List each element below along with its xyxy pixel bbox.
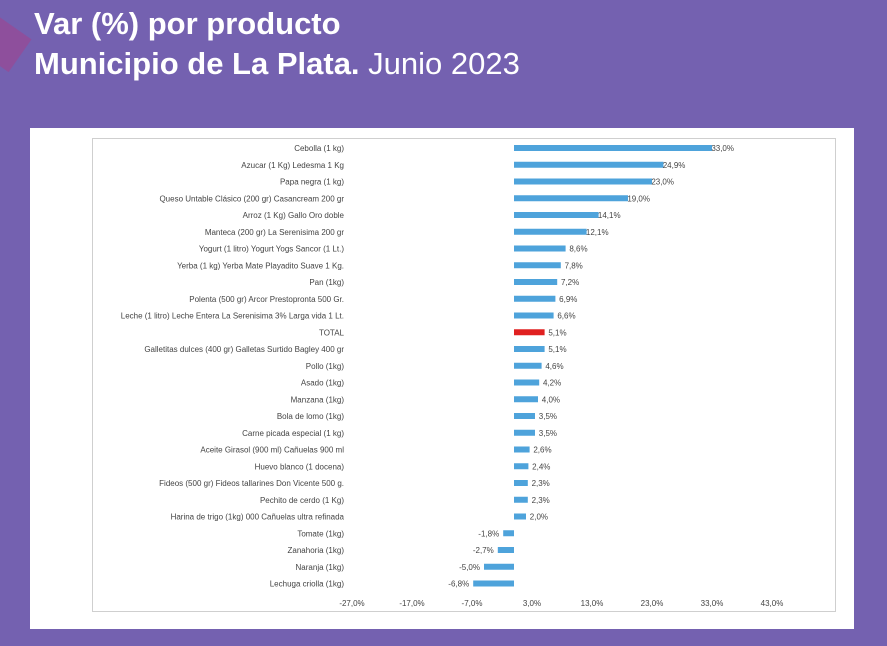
category-label: Leche (1 litro) Leche Entera La Serenisi… bbox=[121, 312, 344, 321]
value-label: 6,9% bbox=[559, 295, 577, 304]
category-label: Cebolla (1 kg) bbox=[294, 144, 344, 153]
value-label: -1,8% bbox=[478, 529, 499, 538]
category-label: Carne picada especial (1 kg) bbox=[242, 429, 344, 438]
category-label: Asado (1kg) bbox=[301, 379, 344, 388]
x-tick-label: 43,0% bbox=[761, 599, 784, 608]
plot-frame bbox=[92, 138, 836, 612]
bar bbox=[503, 530, 514, 537]
x-tick-label: 13,0% bbox=[581, 599, 604, 608]
bar bbox=[514, 279, 558, 285]
title-line-2: Municipio de La Plata. Junio 2023 bbox=[34, 44, 520, 84]
bar bbox=[514, 362, 542, 369]
value-label: 4,0% bbox=[542, 395, 560, 404]
category-label: TOTAL bbox=[319, 328, 345, 337]
value-label: 14,1% bbox=[598, 211, 621, 220]
bar bbox=[514, 463, 529, 470]
category-label: Arroz (1 Kg) Gallo Oro doble bbox=[243, 211, 345, 220]
bar bbox=[497, 547, 514, 553]
value-label: 5,1% bbox=[548, 345, 566, 354]
title-period: Junio 2023 bbox=[368, 46, 520, 81]
title-municipality: Municipio de La Plata. bbox=[34, 46, 360, 81]
bar bbox=[514, 346, 545, 352]
bar bbox=[514, 480, 528, 486]
bar bbox=[514, 228, 587, 235]
value-label: 2,0% bbox=[530, 513, 548, 522]
bar bbox=[514, 513, 526, 520]
category-label: Manzana (1kg) bbox=[291, 395, 345, 404]
bar bbox=[514, 379, 540, 386]
value-label: 4,6% bbox=[545, 362, 563, 371]
bar bbox=[514, 178, 652, 185]
value-label: 2,4% bbox=[532, 462, 550, 471]
value-label: 7,8% bbox=[565, 261, 583, 270]
category-label: Huevo blanco (1 docena) bbox=[255, 462, 345, 471]
x-tick-label: 3,0% bbox=[523, 599, 541, 608]
category-label: Tomate (1kg) bbox=[297, 529, 344, 538]
x-tick-label: -27,0% bbox=[339, 599, 364, 608]
category-label: Fideos (500 gr) Fideos tallarines Don Vi… bbox=[159, 479, 344, 488]
category-label: Pan (1kg) bbox=[309, 278, 344, 287]
bar bbox=[514, 262, 561, 269]
chart-card: Cebolla (1 kg) 33,0% Azucar (1 Kg) Ledesma… bbox=[30, 128, 854, 629]
category-label: Lechuga criolla (1kg) bbox=[270, 580, 345, 589]
category-label: Yogurt (1 litro) Yogurt Yogs Sancor (1 L… bbox=[199, 245, 344, 254]
category-label: Galletitas dulces (400 gr) Galletas Surt… bbox=[144, 345, 344, 354]
value-label: 33,0% bbox=[711, 144, 734, 153]
value-label: 8,6% bbox=[569, 245, 587, 254]
bar bbox=[514, 195, 628, 202]
value-label: 6,6% bbox=[557, 312, 575, 321]
category-label: Pollo (1kg) bbox=[306, 362, 345, 371]
bar bbox=[514, 312, 554, 319]
bar bbox=[514, 295, 556, 302]
category-label: Azucar (1 Kg) Ledesma 1 Kg bbox=[241, 161, 344, 170]
value-label: 3,5% bbox=[539, 412, 557, 421]
category-label: Bola de lomo (1kg) bbox=[277, 412, 344, 421]
bar bbox=[514, 429, 535, 436]
value-label: 5,1% bbox=[548, 328, 566, 337]
category-label: Harina de trigo (1kg) 000 Cañuelas ultra… bbox=[171, 513, 345, 522]
title-line-1: Var (%) por producto bbox=[34, 6, 341, 41]
bar bbox=[514, 245, 566, 252]
bar bbox=[514, 396, 538, 403]
category-label: Zanahoria (1kg) bbox=[288, 546, 345, 555]
bar bbox=[514, 145, 712, 151]
category-label: Pechito de cerdo (1 Kg) bbox=[260, 496, 344, 505]
category-label: Polenta (500 gr) Arcor Prestopronta 500 … bbox=[189, 295, 344, 304]
value-label: 12,1% bbox=[586, 228, 609, 237]
bar bbox=[514, 413, 535, 419]
bar bbox=[514, 161, 664, 168]
value-label: 4,2% bbox=[543, 379, 561, 388]
value-label: 2,3% bbox=[532, 479, 550, 488]
bar bbox=[473, 580, 514, 587]
bar bbox=[514, 496, 528, 503]
bar-chart: Cebolla (1 kg) 33,0% Azucar (1 Kg) Ledesma… bbox=[121, 144, 784, 608]
value-label: -6,8% bbox=[448, 580, 469, 589]
bar bbox=[484, 563, 514, 570]
value-label: -5,0% bbox=[459, 563, 480, 572]
corner-accent bbox=[0, 7, 32, 73]
bar-total bbox=[514, 329, 545, 336]
value-label: 24,9% bbox=[663, 161, 686, 170]
x-tick-label: 23,0% bbox=[641, 599, 664, 608]
value-label: 3,5% bbox=[539, 429, 557, 438]
category-label: Aceite Girasol (900 ml) Cañuelas 900 ml bbox=[200, 446, 344, 455]
value-label: 2,6% bbox=[533, 446, 551, 455]
value-label: -2,7% bbox=[473, 546, 494, 555]
value-label: 2,3% bbox=[532, 496, 550, 505]
bar bbox=[514, 446, 530, 453]
value-label: 19,0% bbox=[627, 194, 650, 203]
page-title: Var (%) por producto Municipio de La Pla… bbox=[34, 4, 520, 84]
category-label: Queso Untable Clásico (200 gr) Casancrea… bbox=[159, 194, 344, 203]
x-tick-label: -17,0% bbox=[399, 599, 424, 608]
value-label: 7,2% bbox=[561, 278, 579, 287]
category-label: Papa negra (1 kg) bbox=[280, 178, 344, 187]
x-tick-label: 33,0% bbox=[701, 599, 724, 608]
category-label: Manteca (200 gr) La Serenisima 200 gr bbox=[205, 228, 345, 237]
category-label: Yerba (1 kg) Yerba Mate Playadito Suave … bbox=[177, 261, 344, 270]
value-label: 23,0% bbox=[651, 178, 674, 187]
bar bbox=[514, 212, 599, 218]
category-label: Naranja (1kg) bbox=[296, 563, 345, 572]
x-tick-label: -7,0% bbox=[462, 599, 483, 608]
